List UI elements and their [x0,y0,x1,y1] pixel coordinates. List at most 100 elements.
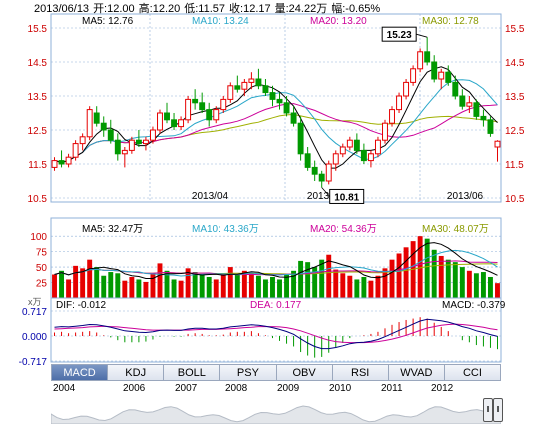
candle-body [227,85,234,100]
tab-cci[interactable]: CCI [444,364,501,381]
annotation-box [381,26,417,42]
candle-body [480,115,487,121]
candle-body [403,81,410,97]
volume-bar [354,279,360,298]
year-label: 2011 [381,383,403,394]
candle-body [473,102,480,117]
price-tick-left: 14.5 [28,58,48,69]
volume-bar [459,267,465,298]
low-label: 低:11.57 [184,3,226,15]
volume-bar [248,273,254,298]
volume-bar [424,238,430,298]
volume-bar [298,260,304,298]
price-panel-frame [50,13,502,203]
candle-body [417,51,424,70]
candle-body [86,109,93,138]
candle-body [220,98,227,111]
timeline-overview [51,405,501,424]
volume-bar [452,262,458,298]
candle-body [339,146,346,155]
volume-bar [101,275,107,298]
price-tick-left: 13.5 [28,92,48,103]
volume-bar [94,267,100,298]
macd-tick: -0.717 [19,357,48,368]
candle-body [65,156,72,165]
candle-body [171,119,178,128]
price-x-tick: 2013/04 [192,191,229,202]
candle-body [164,112,170,121]
volume-bar [136,279,142,298]
volume-bar [368,280,374,298]
candle-body [438,71,445,80]
tab-psy[interactable]: PSY [220,364,277,381]
macd-dea: DEA: 0.177 [250,300,302,311]
volume-ma5-line [54,242,498,279]
year-label: 2010 [329,383,352,394]
annotation-label: 15.23 [387,30,412,41]
tab-kdj[interactable]: KDJ [108,364,165,381]
price-ma5: MA5: 12.76 [82,16,134,27]
candle-body [192,98,199,104]
macd-tick: 0.000 [22,332,47,343]
volume-bar [319,259,325,298]
macd-legend: DIF: -0.012 DEA: 0.177 MACD: -0.379 [52,300,505,314]
volume-bar [305,262,311,298]
quote-info-bar: 2013/06/13 开:12.00 高:12.20 低:11.57 收:12.17 量:… [34,0,384,16]
price-ma30: MA30: 12.78 [422,16,479,27]
candle-body [128,139,135,151]
candle-body [206,109,213,121]
candle-body [445,71,452,83]
candle-body [424,51,431,63]
tab-macd[interactable]: MACD [51,364,109,381]
price-tick-right: 12.5 [505,126,525,137]
tab-wvad[interactable]: WVAD [388,364,445,381]
date-label: 2013/06/13 [34,3,90,15]
volume-bar [417,236,423,298]
price-ma20-line [54,103,498,163]
price-ma10-line [54,79,498,163]
tab-rsi[interactable]: RSI [332,364,389,381]
candle-body [318,173,325,182]
candle-body [107,129,114,141]
volume-bar [143,281,149,298]
tab-boll[interactable]: BOLL [164,364,221,381]
candle-body [199,102,206,111]
macd-dea-line [54,323,498,344]
timeline-right-handle[interactable]: ‖ [493,398,503,422]
candle-body [487,119,494,134]
volume-bar [389,259,395,298]
candle-body [248,78,255,83]
price-ma-legend: MA5: 12.76 MA10: 13.24 MA20: 13.20 MA30:… [52,16,500,30]
volume-bar [375,275,381,298]
volume-ma-legend: MA5: 32.47万 MA10: 43.36万 MA20: 54.36万 MA… [52,220,500,235]
timeline-left-handle[interactable]: ‖ [483,398,493,422]
year-label: 2004 [53,383,76,394]
price-tick-right: 10.5 [505,194,525,205]
volume-ma20: MA20: 54.36万 [310,224,377,235]
candle-body [72,143,79,158]
macd-panel-frame [50,297,502,363]
close-label: 收:12.17 [229,3,271,15]
volume-bar [129,276,135,298]
candle-body [178,119,185,128]
volume-bar [59,270,65,298]
candle-body [367,153,374,162]
volume-bar [255,275,261,298]
change-label: 幅:-0.65% [331,3,381,15]
volume-label: 量:24.22万 [274,3,328,15]
price-ma5-line [54,66,498,169]
timeline-scroller[interactable]: ‖ ‖ [51,396,503,424]
volume-bar [445,259,451,298]
annotation-box [329,188,365,204]
tab-obv[interactable]: OBV [276,364,333,381]
candle-body [276,98,283,104]
volume-bar [87,259,93,298]
candle-body [452,81,459,97]
price-tick-left: 12.5 [28,126,48,137]
volume-bar [157,263,163,298]
price-tick-right: 15.5 [505,24,525,35]
candle-body [459,95,466,107]
high-label: 高:12.20 [138,3,181,15]
candle-body [290,112,297,124]
